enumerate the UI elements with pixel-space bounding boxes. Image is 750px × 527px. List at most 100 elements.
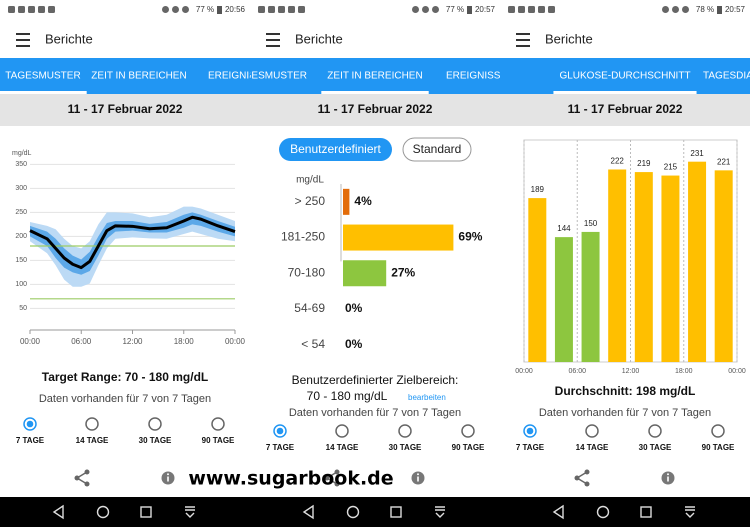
- battery-level: 77 %: [196, 5, 214, 14]
- clock: 20:57: [725, 5, 746, 14]
- toggle-button[interactable]: [402, 137, 472, 162]
- x-tick-label: 12:00: [122, 337, 143, 346]
- app-bar: [500, 20, 750, 58]
- info-button[interactable]: [661, 471, 675, 485]
- watermark: www.sugarbook.de: [188, 468, 393, 490]
- tab[interactable]: EREIGNISSE MIT NIEDRIGEM GLUKOSE: [446, 71, 638, 82]
- radio-label: 90 TAGE: [202, 436, 235, 445]
- date-range: 11 - 17 Februar 2022: [568, 102, 683, 116]
- status-icon: [28, 6, 35, 13]
- radio-button[interactable]: [648, 424, 662, 438]
- nav-down[interactable]: [435, 506, 445, 518]
- info-stem: [417, 476, 419, 482]
- nav-recent[interactable]: [390, 506, 402, 518]
- tab[interactable]: TAGESDIA: [703, 71, 750, 82]
- date-bar: [500, 94, 750, 126]
- radio-button[interactable]: [148, 417, 162, 431]
- nav-recent[interactable]: [140, 506, 152, 518]
- battery-level: 77 %: [446, 5, 464, 14]
- caption: 70 - 180 mg/dL: [307, 389, 388, 403]
- status-icon: [298, 6, 305, 13]
- availability: Daten vorhanden für 7 von 7 Tagen: [39, 393, 211, 405]
- y-axis-label: mg/dL: [296, 175, 324, 186]
- radio-label: 90 TAGE: [452, 443, 485, 452]
- radio-label: 30 TAGE: [139, 436, 172, 445]
- tab-bar: [250, 58, 500, 94]
- radio-button[interactable]: [461, 424, 475, 438]
- share-button[interactable]: [574, 469, 590, 487]
- status-icon: [412, 6, 419, 13]
- nav-home[interactable]: [96, 505, 110, 519]
- status-icon: [258, 6, 265, 13]
- x-tick-label: 06:00: [568, 368, 586, 375]
- tab[interactable]: EREIGNISSE MIT NIEDRIGEM GLUKOSE: [208, 71, 400, 82]
- tab[interactable]: ZEIT IN BEREICHEN: [327, 71, 422, 82]
- nav-down[interactable]: [185, 506, 195, 518]
- info-button[interactable]: [411, 471, 425, 485]
- tab[interactable]: TAGESMUSTER: [232, 71, 307, 82]
- tab[interactable]: TAGESMUSTER: [5, 71, 80, 82]
- radio-button[interactable]: [398, 424, 412, 438]
- share-button[interactable]: [74, 469, 90, 487]
- menu-button[interactable]: [266, 33, 280, 47]
- menu-line: [516, 45, 530, 47]
- toggle-button[interactable]: [279, 138, 392, 161]
- share-button[interactable]: [324, 469, 340, 487]
- bar: [343, 224, 454, 251]
- bar: [661, 175, 680, 362]
- value-label: 144: [557, 224, 571, 233]
- nav-back[interactable]: [302, 504, 314, 520]
- radio-button[interactable]: [585, 424, 599, 438]
- nav-home[interactable]: [596, 505, 610, 519]
- tab[interactable]: ZEIT IN BEREICHEN: [91, 71, 186, 82]
- value-label: 221: [717, 157, 731, 166]
- nav-home[interactable]: [346, 505, 360, 519]
- menu-button[interactable]: [16, 33, 30, 47]
- radio-button[interactable]: [211, 417, 225, 431]
- share-dot: [334, 481, 340, 487]
- bar: [608, 169, 627, 362]
- app-title: Berichte: [45, 31, 93, 46]
- radio-label: 14 TAGE: [326, 443, 359, 452]
- edit-link[interactable]: bearbeiten: [408, 393, 446, 402]
- app-bar: [250, 20, 500, 58]
- info-button[interactable]: [161, 471, 175, 485]
- y-tick-label: 350: [15, 161, 27, 168]
- date-bar: [0, 94, 250, 126]
- nav-bar: [250, 497, 500, 527]
- menu-line: [266, 45, 280, 47]
- menu-line: [516, 39, 530, 41]
- availability: Daten vorhanden für 7 von 7 Tagen: [539, 407, 711, 419]
- value-label: 215: [664, 163, 678, 172]
- status-bar: [500, 0, 750, 20]
- radio-button[interactable]: [85, 417, 99, 431]
- radio-dot: [26, 420, 34, 428]
- radio-button[interactable]: [335, 424, 349, 438]
- radio-label: 30 TAGE: [389, 443, 422, 452]
- x-tick-label: 00:00: [20, 337, 41, 346]
- phone-screen: 77 % 20:56 Berichte TAGESMUSTER ZEIT IN BERE…: [0, 5, 400, 527]
- bar: [688, 161, 707, 362]
- clock: 20:57: [475, 5, 496, 14]
- value-label: 69%: [458, 230, 482, 244]
- bar: [554, 237, 573, 362]
- status-icon: [422, 6, 429, 13]
- menu-button[interactable]: [516, 33, 530, 47]
- category-label: 181-250: [281, 230, 325, 244]
- tab[interactable]: GLUKOSE-DURCHSCHNITT: [559, 71, 690, 82]
- share-dot: [74, 475, 80, 481]
- category-label: 70-180: [288, 265, 326, 279]
- status-icon: [172, 6, 179, 13]
- nav-back[interactable]: [52, 504, 64, 520]
- nav-recent[interactable]: [640, 506, 652, 518]
- nav-down[interactable]: [685, 506, 695, 518]
- status-icon: [682, 6, 689, 13]
- nav-back[interactable]: [552, 504, 564, 520]
- radio-button[interactable]: [711, 424, 725, 438]
- menu-line: [266, 33, 280, 35]
- app-title: Berichte: [545, 31, 593, 46]
- y-tick-label: 150: [15, 257, 27, 264]
- category-label: < 54: [301, 337, 325, 351]
- menu-line: [16, 39, 30, 41]
